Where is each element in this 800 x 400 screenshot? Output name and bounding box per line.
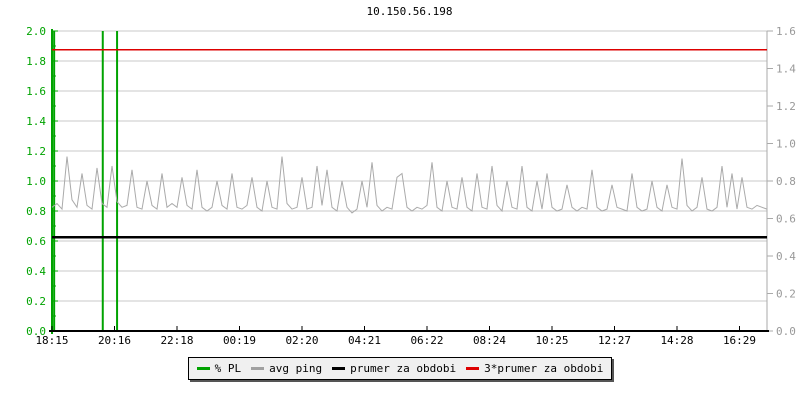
legend-row: % PL avg ping prumer za obdobi 3*prumer za …: [0, 357, 800, 380]
left-axis-tick-label: 1.2: [26, 145, 46, 158]
chart-title: 10.150.56.198: [366, 5, 453, 18]
legend-dash-icon: [332, 367, 346, 370]
left-axis-tick-label: 2.0: [26, 25, 46, 38]
x-axis-tick-label: 02:20: [285, 334, 318, 347]
left-axis-tick-label: 0.6: [26, 235, 46, 248]
plot-area: 1.6 1.4 1.2 1.0 0.8 0.6 0.4 0.2 0.0 2.0 1.8 1.6 1.4 1…: [26, 25, 796, 347]
x-axis-tick-label: 04:21: [348, 334, 381, 347]
x-axis-tick-label: 20:16: [98, 334, 131, 347]
right-axis-tick-label: 0.8: [776, 175, 796, 188]
legend-item: % PL: [196, 362, 242, 375]
left-axis-tick-label: 1.0: [26, 175, 46, 188]
legend-item: 3*prumer za obdobi: [466, 362, 603, 375]
x-axis-tick-label: 06:22: [410, 334, 443, 347]
x-axis-tick-label: 22:18: [160, 334, 193, 347]
left-axis-tick-label: 0.8: [26, 205, 46, 218]
legend-box: % PL avg ping prumer za obdobi 3*prumer za …: [187, 357, 613, 380]
left-axis-tick-label: 1.8: [26, 55, 46, 68]
x-axis-tick-label: 08:24: [473, 334, 506, 347]
right-axis-tick-label: 0.2: [776, 288, 796, 301]
left-axis-tick-label: 1.4: [26, 115, 46, 128]
legend-label: avg ping: [269, 362, 323, 375]
legend-dash-icon: [466, 367, 480, 370]
right-axis-tick-label: 0.6: [776, 213, 796, 226]
left-axis-tick-label: 0.2: [26, 295, 46, 308]
x-axis-tick-label: 12:27: [598, 334, 631, 347]
legend-label: 3*prumer za obdobi: [484, 362, 604, 375]
right-axis-tick-label: 1.6: [776, 25, 796, 38]
right-axis-tick-label: 1.0: [776, 138, 796, 151]
left-axis-tick-label: 1.6: [26, 85, 46, 98]
legend-label: % PL: [214, 362, 242, 375]
x-axis-tick-label: 14:28: [660, 334, 693, 347]
x-axis-tick-label: 10:25: [535, 334, 568, 347]
right-axis-tick-label: 0.0: [776, 325, 796, 338]
right-axis-tick-label: 1.2: [776, 100, 796, 113]
right-axis-tick-label: 0.4: [776, 250, 796, 263]
left-axis-tick-label: 0.0: [26, 325, 46, 338]
series-avg-ping-line: [51, 156, 768, 214]
legend-label: prumer za obdobi: [350, 362, 457, 375]
x-axis-tick-label: 00:19: [223, 334, 256, 347]
left-axis-tick-label: 0.4: [26, 265, 46, 278]
legend-dash-icon: [196, 367, 210, 370]
x-axis-tick-label: 18:15: [35, 334, 68, 347]
legend-dash-icon: [251, 367, 265, 370]
right-axis-tick-label: 1.4: [776, 63, 796, 76]
legend-item: avg ping: [251, 362, 322, 375]
legend-item: prumer za obdobi: [332, 362, 456, 375]
x-axis-tick-label: 16:29: [723, 334, 756, 347]
